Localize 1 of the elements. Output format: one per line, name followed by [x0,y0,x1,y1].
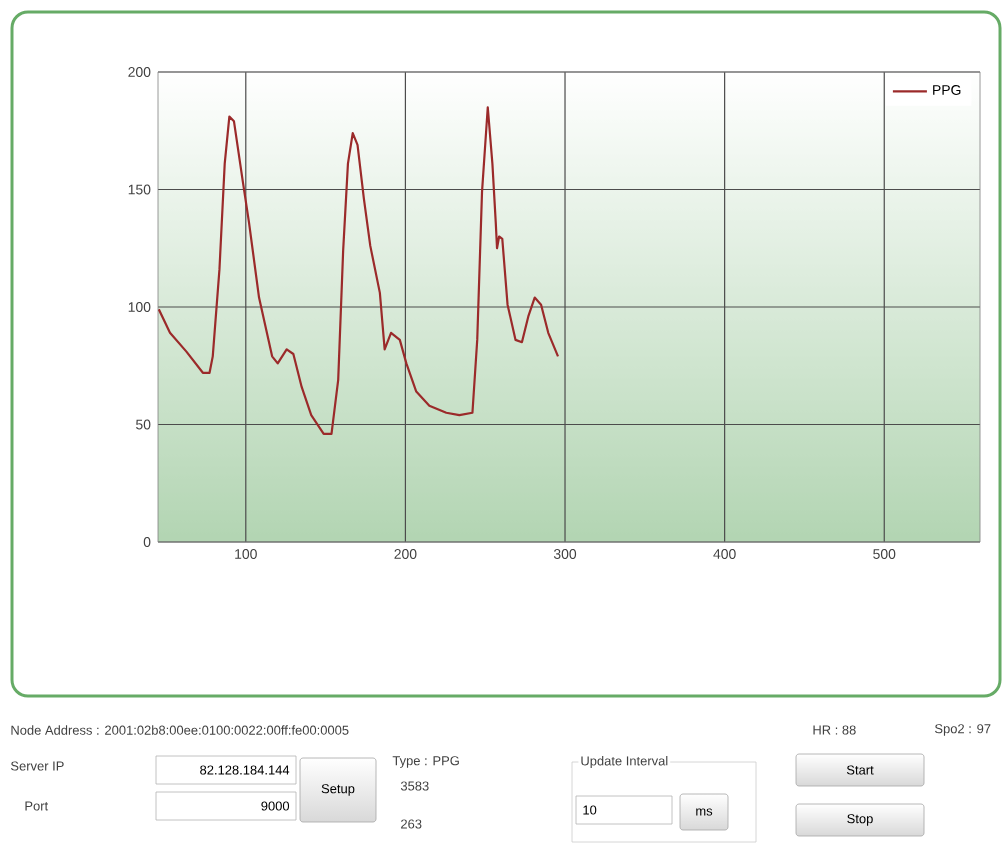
line-series [158,106,560,435]
